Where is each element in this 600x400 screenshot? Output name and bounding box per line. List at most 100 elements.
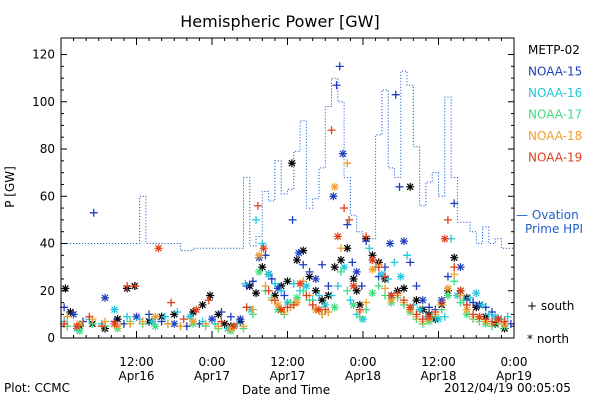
data-point-noaa-15	[318, 260, 327, 269]
data-point-metp-02	[287, 159, 296, 168]
data-point-noaa-19	[355, 305, 364, 314]
data-point-metp-02	[343, 244, 352, 253]
data-point-noaa-15	[305, 267, 314, 276]
data-point-noaa-19	[487, 317, 496, 326]
data-point-noaa-18	[101, 317, 110, 326]
data-point-noaa-18	[248, 305, 257, 314]
data-point-metp-02	[352, 286, 361, 295]
data-point-noaa-15	[348, 258, 357, 267]
x-tick-date: Apr18	[420, 369, 456, 383]
legend-entry-metp-02: METP-02	[528, 43, 580, 57]
data-point-noaa-19	[253, 201, 262, 210]
data-point-noaa-19	[154, 244, 163, 253]
data-point-noaa-19	[123, 282, 132, 291]
data-point-noaa-18	[336, 244, 345, 253]
y-tick-label: 100	[32, 95, 55, 109]
y-tick-label: 0	[47, 331, 55, 345]
data-point-noaa-15	[469, 298, 478, 307]
data-point-noaa-18	[189, 317, 198, 326]
data-point-noaa-16	[340, 263, 349, 272]
data-point-noaa-19	[283, 303, 292, 312]
data-point-noaa-17	[151, 322, 160, 331]
x-tick-time: 12:00	[270, 355, 305, 369]
data-point-noaa-15	[412, 282, 421, 291]
data-point-noaa-15	[101, 293, 110, 302]
data-point-noaa-16	[472, 289, 481, 298]
data-point-noaa-19	[333, 232, 342, 241]
data-point-noaa-15	[418, 296, 427, 305]
data-point-noaa-18	[201, 319, 210, 328]
ovation-prime-line-group	[61, 70, 514, 252]
data-point-metp-02	[61, 284, 70, 293]
data-point-noaa-16	[377, 270, 386, 279]
data-point-noaa-17	[368, 289, 377, 298]
data-point-noaa-19	[302, 291, 311, 300]
data-point-noaa-19	[494, 315, 503, 324]
data-point-noaa-19	[475, 312, 484, 321]
legend-entry-noaa-19: NOAA-19	[528, 151, 582, 165]
data-point-noaa-18	[368, 265, 377, 274]
y-tick-label: 60	[40, 189, 55, 203]
data-point-noaa-16	[365, 244, 374, 253]
data-point-noaa-15	[324, 282, 333, 291]
data-point-noaa-17	[443, 291, 452, 300]
data-point-noaa-18	[138, 317, 147, 326]
data-point-metp-02	[336, 256, 345, 265]
data-point-noaa-17	[255, 267, 264, 276]
data-point-metp-02	[292, 256, 301, 265]
data-point-noaa-16	[123, 312, 132, 321]
data-point-metp-02	[270, 291, 279, 300]
x-tick-date: Apr19	[496, 369, 532, 383]
data-point-noaa-17	[299, 286, 308, 295]
data-point-noaa-19	[469, 310, 478, 319]
data-point-noaa-18	[330, 182, 339, 191]
legend-entry-noaa-16: NOAA-16	[528, 86, 582, 100]
data-point-noaa-19	[110, 319, 119, 328]
x-axis-label: Date and Time	[242, 383, 330, 397]
data-point-noaa-19	[362, 232, 371, 241]
data-point-noaa-19	[259, 244, 268, 253]
data-point-noaa-17	[462, 310, 471, 319]
y-tick-label: 120	[32, 48, 55, 62]
data-point-noaa-16	[264, 270, 273, 279]
data-point-noaa-17	[292, 293, 301, 302]
data-point-noaa-15	[450, 199, 459, 208]
x-tick-time: 0:00	[501, 355, 528, 369]
x-tick-date: Apr17	[269, 369, 305, 383]
data-point-noaa-19	[131, 282, 140, 291]
data-point-noaa-16	[314, 291, 323, 300]
data-point-noaa-16	[327, 291, 336, 300]
data-point-metp-02	[412, 296, 421, 305]
data-point-noaa-16	[415, 305, 424, 314]
chart-title: Hemispheric Power [GW]	[180, 12, 379, 31]
data-point-noaa-18	[387, 296, 396, 305]
data-points-group	[60, 62, 515, 335]
x-tick-time: 0:00	[199, 355, 226, 369]
symbol-legend: + south * north	[527, 299, 574, 346]
x-tick-time: 12:00	[119, 355, 154, 369]
x-tick-time: 0:00	[350, 355, 377, 369]
data-point-noaa-18	[292, 298, 301, 307]
data-point-metp-02	[170, 310, 179, 319]
data-point-metp-02	[283, 277, 292, 286]
data-point-noaa-16	[185, 312, 194, 321]
y-axis: 0 20 40 60 80 100 120	[32, 48, 514, 345]
data-point-metp-02	[220, 319, 229, 328]
data-point-noaa-19	[85, 312, 94, 321]
data-point-noaa-19	[167, 298, 176, 307]
data-point-noaa-16	[390, 258, 399, 267]
data-point-noaa-16	[346, 296, 355, 305]
data-point-noaa-19	[381, 272, 390, 281]
x-axis: 12:00Apr160:00Apr1712:00Apr170:00Apr1812…	[73, 38, 532, 383]
y-tick-label: 20	[40, 284, 55, 298]
data-point-metp-02	[258, 263, 267, 272]
data-point-metp-02	[450, 253, 459, 262]
data-point-noaa-15	[357, 282, 366, 291]
data-point-noaa-16	[403, 251, 412, 260]
data-point-noaa-19	[393, 289, 402, 298]
data-point-noaa-18	[176, 322, 185, 331]
data-point-noaa-19	[412, 310, 421, 319]
data-point-noaa-19	[217, 317, 226, 326]
data-point-noaa-17	[343, 286, 352, 295]
